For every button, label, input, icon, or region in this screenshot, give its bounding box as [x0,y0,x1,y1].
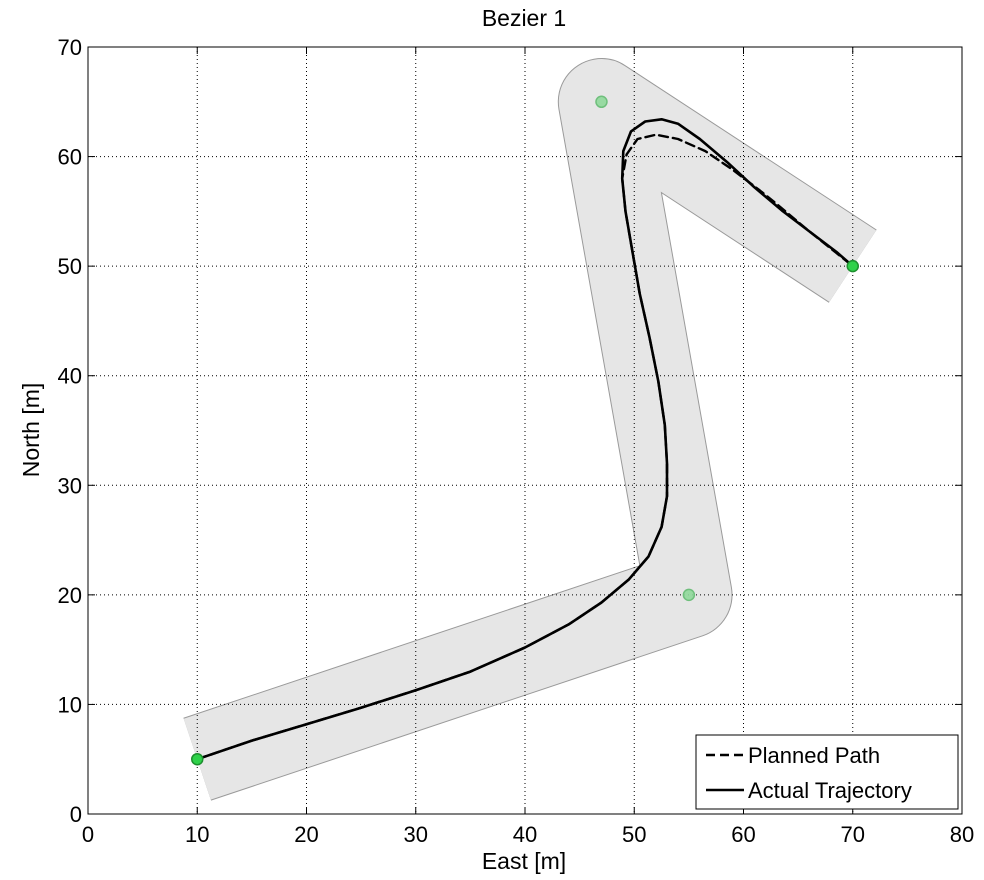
x-tick-label: 10 [185,822,209,847]
control-point-marker [191,752,204,766]
legend-planned-path: Planned Path [748,743,880,768]
x-tick-label: 70 [841,822,865,847]
control-point-marker [595,95,608,109]
y-tick-label: 30 [58,473,82,498]
control-point-marker [846,259,859,273]
control-points [191,95,859,766]
legend-box [695,734,959,810]
y-tick-label: 50 [58,254,82,279]
y-tick-label: 0 [70,802,82,827]
x-axis-label: East [m] [482,848,566,874]
chart-title: Bezier 1 [482,5,566,31]
x-tick-label: 20 [294,822,318,847]
y-tick-label: 20 [58,583,82,608]
legend-actual-trajectory: Actual Trajectory [748,778,912,803]
control-point-marker [682,588,696,602]
y-tick-label: 60 [58,145,82,170]
plot-area [88,47,962,814]
corridor-fill [183,59,877,800]
x-tick-label: 30 [404,822,428,847]
y-tick-label: 70 [58,35,82,60]
x-tick-label: 80 [950,822,974,847]
x-tick-label: 0 [82,822,94,847]
x-tick-label: 60 [731,822,755,847]
series-layer [196,118,855,761]
y-tick-label: 10 [58,692,82,717]
corridor [183,58,877,801]
actual-trajectory-line [196,118,855,761]
x-tick-label: 40 [513,822,537,847]
legend: Planned Path Actual Trajectory [695,734,959,810]
axis-ticks: 0 10 20 30 40 50 60 70 80 0 10 20 30 40 50 60 70 [58,35,975,847]
y-tick-label: 40 [58,364,82,389]
grid [88,47,962,814]
y-axis-label: North [m] [18,383,44,478]
x-tick-label: 50 [622,822,646,847]
